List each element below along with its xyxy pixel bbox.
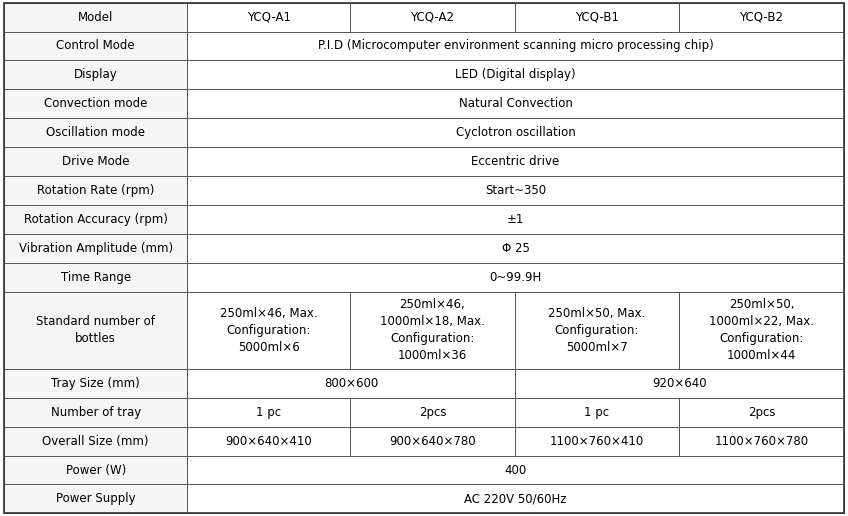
Text: Eccentric drive: Eccentric drive [471,155,560,168]
Bar [187,292,350,369]
Text: Rotation Rate (rpm): Rotation Rate (rpm) [37,184,154,197]
Text: Power (W): Power (W) [65,463,126,476]
Bar [4,60,187,89]
Bar [515,427,679,456]
Bar [515,398,679,427]
Bar [4,456,187,485]
Bar [4,263,187,292]
Bar [4,292,187,369]
Bar [187,3,350,31]
Text: Power Supply: Power Supply [56,492,136,506]
Text: 250ml×50,
1000ml×22, Max.
Configuration:
1000ml×44: 250ml×50, 1000ml×22, Max. Configuration:… [709,298,814,362]
Text: 1100×760×780: 1100×760×780 [714,434,808,447]
Text: 800×600: 800×600 [324,377,378,390]
Text: Number of tray: Number of tray [51,406,141,418]
Bar [350,427,515,456]
Text: Model: Model [78,10,114,24]
Bar [4,176,187,205]
Text: AC 220V 50/60Hz: AC 220V 50/60Hz [464,492,566,506]
Text: 1 pc: 1 pc [584,406,610,418]
Bar [679,427,844,456]
Text: 900×640×780: 900×640×780 [389,434,476,447]
Bar [4,427,187,456]
Bar [187,147,844,176]
Bar [187,398,350,427]
Text: LED (Digital display): LED (Digital display) [455,69,576,82]
Bar [4,147,187,176]
Text: 0~99.9H: 0~99.9H [489,271,542,284]
Text: Φ 25: Φ 25 [501,242,529,255]
Bar [4,31,187,60]
Bar [4,3,187,31]
Text: Oscillation mode: Oscillation mode [47,126,145,139]
Text: 250ml×46, Max.
Configuration:
5000ml×6: 250ml×46, Max. Configuration: 5000ml×6 [220,307,317,354]
Text: Control Mode: Control Mode [57,40,135,53]
Text: Convection mode: Convection mode [44,98,148,110]
Text: Cyclotron oscillation: Cyclotron oscillation [455,126,576,139]
Text: Tray Size (mm): Tray Size (mm) [52,377,140,390]
Text: Standard number of
bottles: Standard number of bottles [36,315,155,345]
Text: Display: Display [74,69,118,82]
Bar [350,398,515,427]
Bar [4,485,187,513]
Bar [187,263,844,292]
Text: P.I.D (Microcomputer environment scanning micro processing chip): P.I.D (Microcomputer environment scannin… [318,40,713,53]
Text: Start~350: Start~350 [485,184,546,197]
Bar [679,3,844,31]
Bar [350,3,515,31]
Text: 400: 400 [505,463,527,476]
Text: YCQ-A2: YCQ-A2 [410,10,455,24]
Bar [4,205,187,234]
Bar [515,369,844,398]
Text: 1 pc: 1 pc [256,406,282,418]
Text: ±1: ±1 [507,213,524,226]
Bar [187,205,844,234]
Bar [4,369,187,398]
Bar [187,89,844,118]
Bar [187,369,515,398]
Bar [4,234,187,263]
Bar [187,234,844,263]
Text: Natural Convection: Natural Convection [459,98,572,110]
Text: YCQ-B2: YCQ-B2 [739,10,784,24]
Text: 920×640: 920×640 [652,377,706,390]
Bar [679,398,844,427]
Bar [187,31,844,60]
Text: YCQ-A1: YCQ-A1 [247,10,291,24]
Bar [187,176,844,205]
Text: Rotation Accuracy (rpm): Rotation Accuracy (rpm) [24,213,168,226]
Bar [4,118,187,147]
Text: Drive Mode: Drive Mode [62,155,130,168]
Bar [187,485,844,513]
Bar [679,292,844,369]
Text: 1100×760×410: 1100×760×410 [550,434,644,447]
Text: 250ml×50, Max.
Configuration:
5000ml×7: 250ml×50, Max. Configuration: 5000ml×7 [549,307,645,354]
Bar [515,3,679,31]
Bar [515,292,679,369]
Bar [187,456,844,485]
Bar [350,292,515,369]
Bar [187,427,350,456]
Text: 250ml×46,
1000ml×18, Max.
Configuration:
1000ml×36: 250ml×46, 1000ml×18, Max. Configuration:… [380,298,485,362]
Text: YCQ-B1: YCQ-B1 [575,10,619,24]
Text: Time Range: Time Range [61,271,131,284]
Bar [187,118,844,147]
Bar [4,398,187,427]
Text: 2pcs: 2pcs [419,406,446,418]
Bar [4,89,187,118]
Text: 2pcs: 2pcs [748,406,775,418]
Text: Overall Size (mm): Overall Size (mm) [42,434,149,447]
Bar [187,60,844,89]
Text: Vibration Amplitude (mm): Vibration Amplitude (mm) [19,242,173,255]
Text: 900×640×410: 900×640×410 [226,434,312,447]
